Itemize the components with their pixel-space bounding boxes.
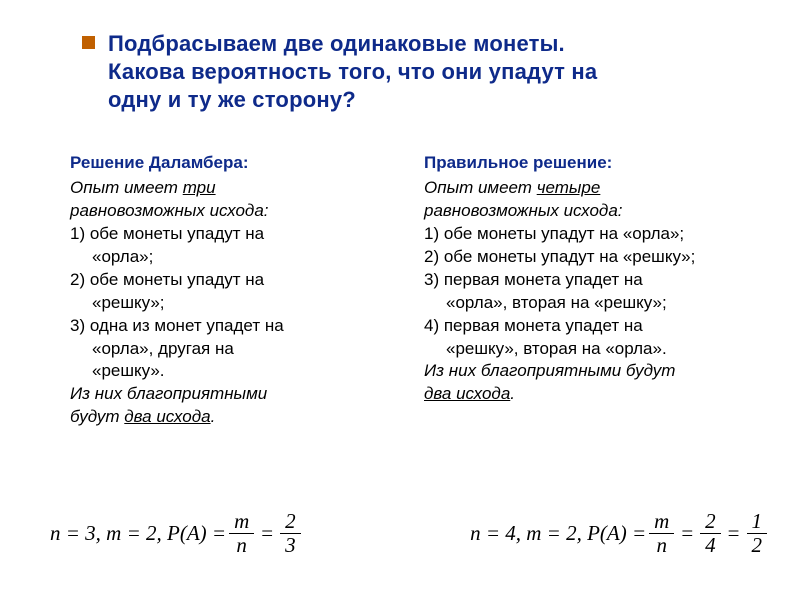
right-item-2: 2) обе монеты упадут на «решку»; <box>424 246 750 269</box>
right-out-1: Из них благоприятными будут <box>424 360 750 383</box>
left-column: Решение Даламбера: Опыт имеет три равнов… <box>70 152 396 429</box>
formula-right-frac1: m n <box>649 511 674 556</box>
formula-right-mid1: = <box>681 521 693 546</box>
left-intro-1a: Опыт имеет <box>70 178 183 197</box>
formula-right-f1n: m <box>649 511 674 534</box>
right-out-2: два исхода. <box>424 383 750 406</box>
formula-right-f3d: 2 <box>747 534 768 556</box>
right-header: Правильное решение: <box>424 152 750 175</box>
formula-right-pre: n = 4, m = 2, P(A) = <box>470 521 646 546</box>
left-intro-1: Опыт имеет три <box>70 177 396 200</box>
title-line-2: Какова вероятность того, что они упадут … <box>108 58 738 86</box>
left-out-2b: . <box>211 407 216 426</box>
formula-right: n = 4, m = 2, P(A) = m n = 2 4 = 1 2 <box>470 511 770 556</box>
right-out-2b: . <box>510 384 515 403</box>
title-line-1: Подбрасываем две одинаковые монеты. <box>108 30 738 58</box>
bullet-icon <box>82 36 95 49</box>
formula-left-f1n: m <box>229 511 254 534</box>
left-item-1a: 1) обе монеты упадут на <box>70 223 396 246</box>
slide: Подбрасываем две одинаковые монеты. Како… <box>0 0 800 600</box>
formula-left: n = 3, m = 2, P(A) = m n = 2 3 <box>50 511 304 556</box>
left-out-1: Из них благоприятными <box>70 383 396 406</box>
formula-left-f2d: 3 <box>280 534 301 556</box>
right-column: Правильное решение: Опыт имеет четыре ра… <box>424 152 750 429</box>
right-item-1: 1) обе монеты упадут на «орла»; <box>424 223 750 246</box>
right-intro-1a: Опыт имеет <box>424 178 537 197</box>
formula-right-f2d: 4 <box>700 534 721 556</box>
left-intro-1u: три <box>183 178 216 197</box>
formula-right-frac3: 1 2 <box>747 511 768 556</box>
right-intro-1u: четыре <box>537 178 601 197</box>
right-item-4a: 4) первая монета упадет на <box>424 315 750 338</box>
right-item-3b: «орла», вторая на «решку»; <box>424 292 750 315</box>
left-out-2a: будут <box>70 407 124 426</box>
right-out-2u: два исхода <box>424 384 510 403</box>
left-out-2u: два исхода <box>124 407 210 426</box>
left-item-1b: «орла»; <box>70 246 396 269</box>
formula-row: n = 3, m = 2, P(A) = m n = 2 3 n = 4, m … <box>50 511 770 556</box>
left-intro-2: равновозможных исхода: <box>70 200 396 223</box>
left-item-2b: «решку»; <box>70 292 396 315</box>
right-intro-1: Опыт имеет четыре <box>424 177 750 200</box>
left-item-2a: 2) обе монеты упадут на <box>70 269 396 292</box>
title-line-3: одну и ту же сторону? <box>108 86 738 114</box>
formula-left-pre: n = 3, m = 2, P(A) = <box>50 521 226 546</box>
columns: Решение Даламбера: Опыт имеет три равнов… <box>70 152 750 429</box>
formula-left-mid: = <box>261 521 273 546</box>
formula-left-frac2: 2 3 <box>280 511 301 556</box>
title-block: Подбрасываем две одинаковые монеты. Како… <box>108 30 738 114</box>
right-item-3a: 3) первая монета упадет на <box>424 269 750 292</box>
formula-right-f3n: 1 <box>747 511 768 534</box>
left-item-3b: «орла», другая на <box>70 338 396 361</box>
left-item-3c: «решку». <box>70 360 396 383</box>
formula-right-f2n: 2 <box>700 511 721 534</box>
formula-left-frac1: m n <box>229 511 254 556</box>
left-header: Решение Даламбера: <box>70 152 396 175</box>
formula-left-f2n: 2 <box>280 511 301 534</box>
formula-right-frac2: 2 4 <box>700 511 721 556</box>
right-item-4b: «решку», вторая на «орла». <box>424 338 750 361</box>
formula-left-f1d: n <box>229 534 254 556</box>
left-out-2: будут два исхода. <box>70 406 396 429</box>
formula-right-mid2: = <box>728 521 740 546</box>
left-item-3a: 3) одна из монет упадет на <box>70 315 396 338</box>
formula-right-f1d: n <box>649 534 674 556</box>
right-intro-2: равновозможных исхода: <box>424 200 750 223</box>
